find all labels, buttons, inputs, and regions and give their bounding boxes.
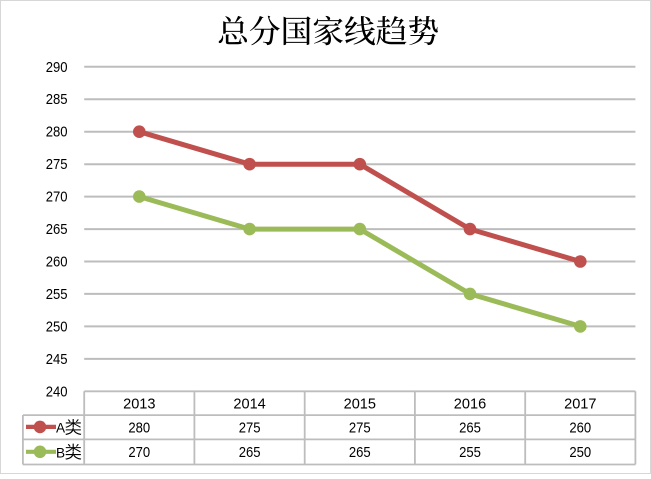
- svg-text:265: 265: [239, 444, 261, 461]
- svg-text:260: 260: [46, 254, 68, 271]
- svg-text:275: 275: [239, 419, 261, 436]
- svg-text:2016: 2016: [454, 395, 486, 412]
- svg-text:265: 265: [46, 221, 68, 238]
- svg-text:2017: 2017: [564, 395, 596, 412]
- svg-text:255: 255: [459, 444, 481, 461]
- svg-text:265: 265: [349, 444, 371, 461]
- svg-text:285: 285: [46, 91, 68, 108]
- svg-text:290: 290: [46, 59, 68, 76]
- svg-text:275: 275: [46, 156, 68, 173]
- svg-text:A: A: [56, 421, 66, 436]
- svg-text:2013: 2013: [123, 395, 155, 412]
- svg-text:255: 255: [46, 286, 68, 303]
- svg-text:270: 270: [46, 189, 68, 206]
- svg-text:270: 270: [128, 444, 150, 461]
- svg-text:260: 260: [569, 419, 591, 436]
- svg-text:250: 250: [569, 444, 591, 461]
- svg-text:275: 275: [349, 419, 371, 436]
- svg-text:2014: 2014: [233, 395, 265, 412]
- svg-text:280: 280: [128, 419, 150, 436]
- svg-text:265: 265: [459, 419, 481, 436]
- svg-text:2015: 2015: [344, 395, 376, 412]
- svg-text:250: 250: [46, 318, 68, 335]
- svg-text:280: 280: [46, 124, 68, 141]
- svg-text:B: B: [56, 445, 65, 460]
- svg-text:245: 245: [46, 351, 68, 368]
- svg-text:240: 240: [46, 383, 68, 400]
